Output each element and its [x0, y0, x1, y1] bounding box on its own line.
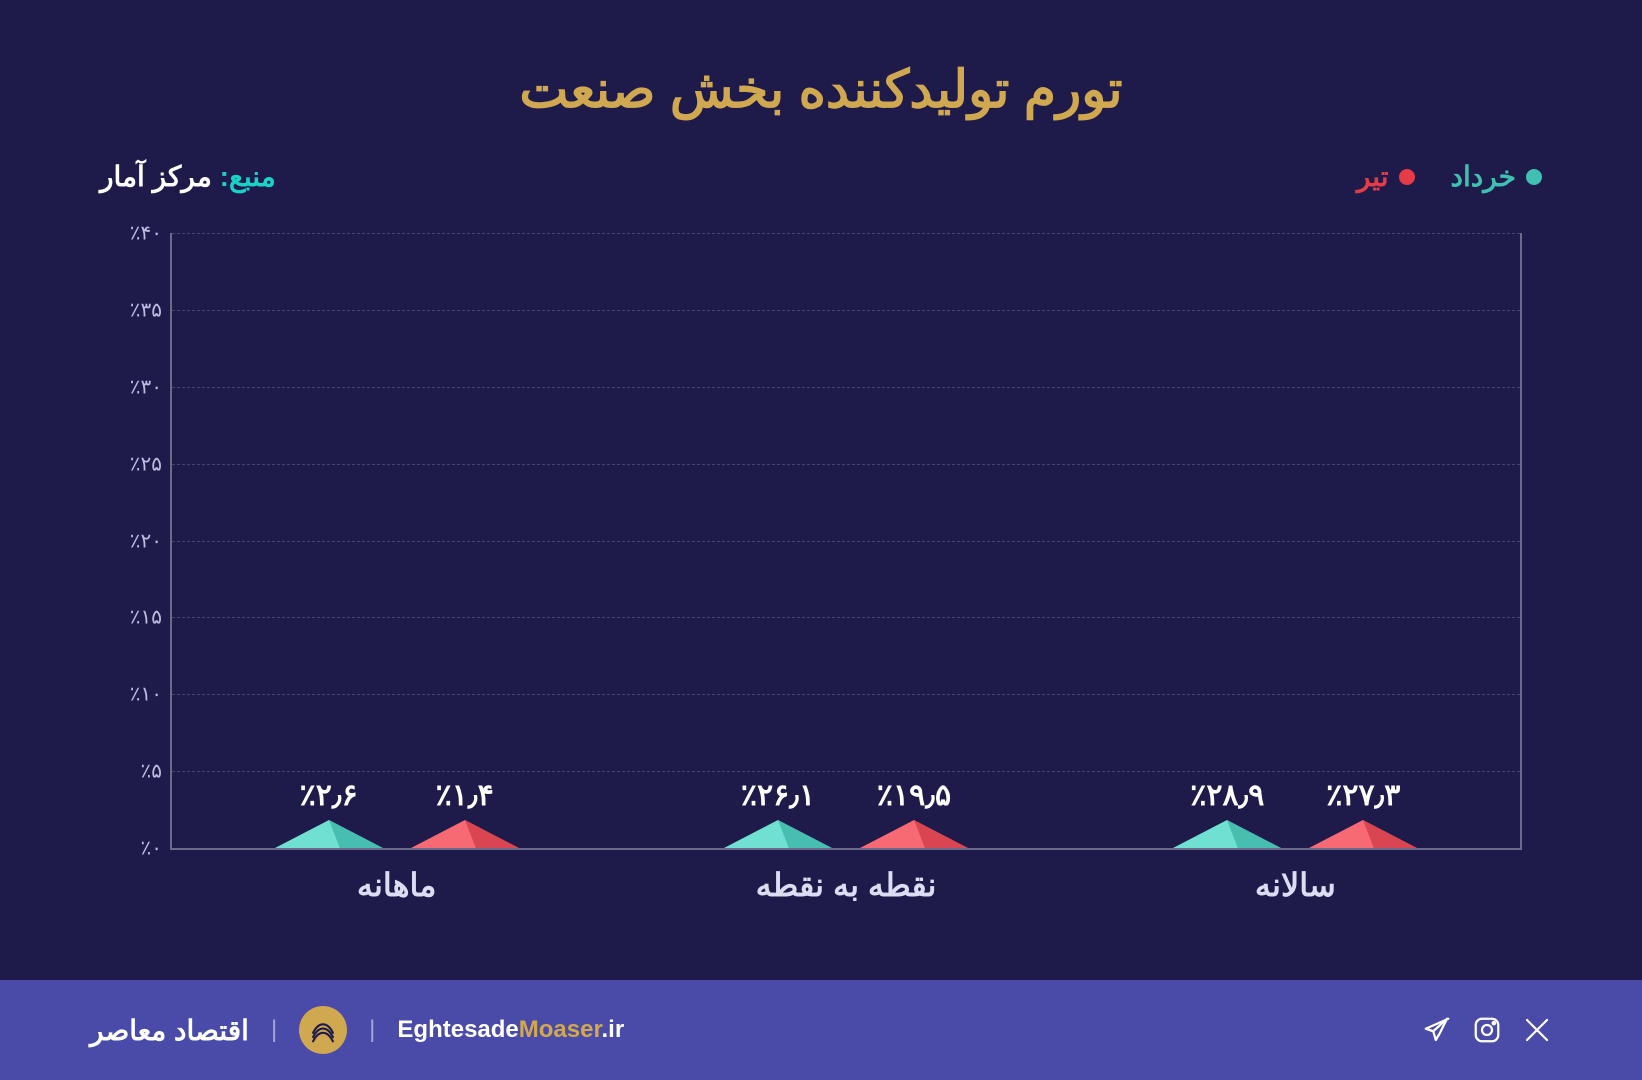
legend-row: خرداد تیر منبع: مرکز آمار — [90, 160, 1552, 193]
y-tick-label: ٪۱۰ — [92, 682, 162, 707]
footer-url[interactable]: EghtesadeMoaser.ir — [397, 1016, 624, 1044]
url-suffix: .ir — [602, 1016, 625, 1043]
social-icons — [1422, 1015, 1552, 1045]
category-label: سالانه — [1255, 866, 1336, 904]
plot-area: ٪۲٫۶ ٪۱٫۴ ماهانه ٪۲۶٫۱ ٪۱۹٫۵ نقطه به نقطه ٪۲۸٫… — [90, 223, 1552, 940]
legend-item: تیر — [1357, 160, 1415, 193]
instagram-icon[interactable] — [1472, 1015, 1502, 1045]
source-label: منبع: — [220, 161, 276, 192]
gridline — [172, 310, 1520, 311]
bar-value-label: ٪۲٫۶ — [300, 778, 358, 813]
legend-label: خرداد — [1451, 160, 1516, 193]
footer-sep: | — [271, 1016, 277, 1044]
brand-logo-icon — [299, 1006, 347, 1054]
footer-left: اقتصاد معاصر | | EghtesadeMoaser.ir — [90, 1006, 624, 1054]
footer: اقتصاد معاصر | | EghtesadeMoaser.ir — [0, 980, 1642, 1080]
gridline — [172, 694, 1520, 695]
plot-inner: ٪۲٫۶٪۱٫۴ماهانه٪۲۶٫۱٪۱۹٫۵نقطه به نقطه٪۲۸٫… — [170, 233, 1522, 850]
y-tick-label: ٪۲۰ — [92, 528, 162, 553]
y-tick-label: ٪۴۰ — [92, 221, 162, 246]
bar-cap — [860, 820, 968, 848]
bar-value-label: ٪۲۶٫۱ — [741, 778, 815, 813]
legend-label: تیر — [1357, 160, 1389, 193]
brand-text: اقتصاد معاصر — [90, 1014, 249, 1047]
bar-cap — [411, 820, 519, 848]
telegram-icon[interactable] — [1422, 1015, 1452, 1045]
category-label: نقطه به نقطه — [756, 866, 937, 904]
y-tick-label: ٪۱۵ — [92, 605, 162, 630]
gridline — [172, 771, 1520, 772]
bar-value-label: ٪۲۷٫۳ — [1326, 778, 1400, 813]
bar-cap — [724, 820, 832, 848]
url-gold: Moaser — [519, 1016, 602, 1043]
gridline — [172, 541, 1520, 542]
legend-dot-icon — [1399, 169, 1415, 185]
bar-value-label: ٪۱٫۴ — [436, 778, 494, 813]
gridline — [172, 233, 1520, 234]
bar-cap — [1173, 820, 1281, 848]
footer-sep-2: | — [369, 1016, 375, 1044]
bar-cap — [1309, 820, 1417, 848]
url-prefix: Eghtesade — [397, 1016, 518, 1043]
source-value: مرکز آمار — [100, 161, 212, 192]
bar-value-label: ٪۲۸٫۹ — [1190, 778, 1264, 813]
legend: خرداد تیر — [1357, 160, 1542, 193]
bar-cap — [275, 820, 383, 848]
gridline — [172, 387, 1520, 388]
category-label: ماهانه — [357, 866, 437, 904]
y-tick-label: ٪۵ — [92, 759, 162, 784]
y-tick-label: ٪۳۵ — [92, 297, 162, 322]
gridline — [172, 464, 1520, 465]
x-icon[interactable] — [1522, 1015, 1552, 1045]
bar-value-label: ٪۱۹٫۵ — [877, 778, 951, 813]
source: منبع: مرکز آمار — [100, 160, 276, 193]
gridline — [172, 617, 1520, 618]
y-tick-label: ٪۳۰ — [92, 374, 162, 399]
chart-card: تورم تولیدکننده بخش صنعت خرداد تیر منبع: … — [0, 0, 1642, 980]
chart-title: تورم تولیدکننده بخش صنعت — [90, 60, 1552, 120]
y-tick-label: ٪۲۵ — [92, 451, 162, 476]
legend-dot-icon — [1526, 169, 1542, 185]
y-tick-label: ٪۰ — [92, 836, 162, 861]
legend-item: خرداد — [1451, 160, 1542, 193]
